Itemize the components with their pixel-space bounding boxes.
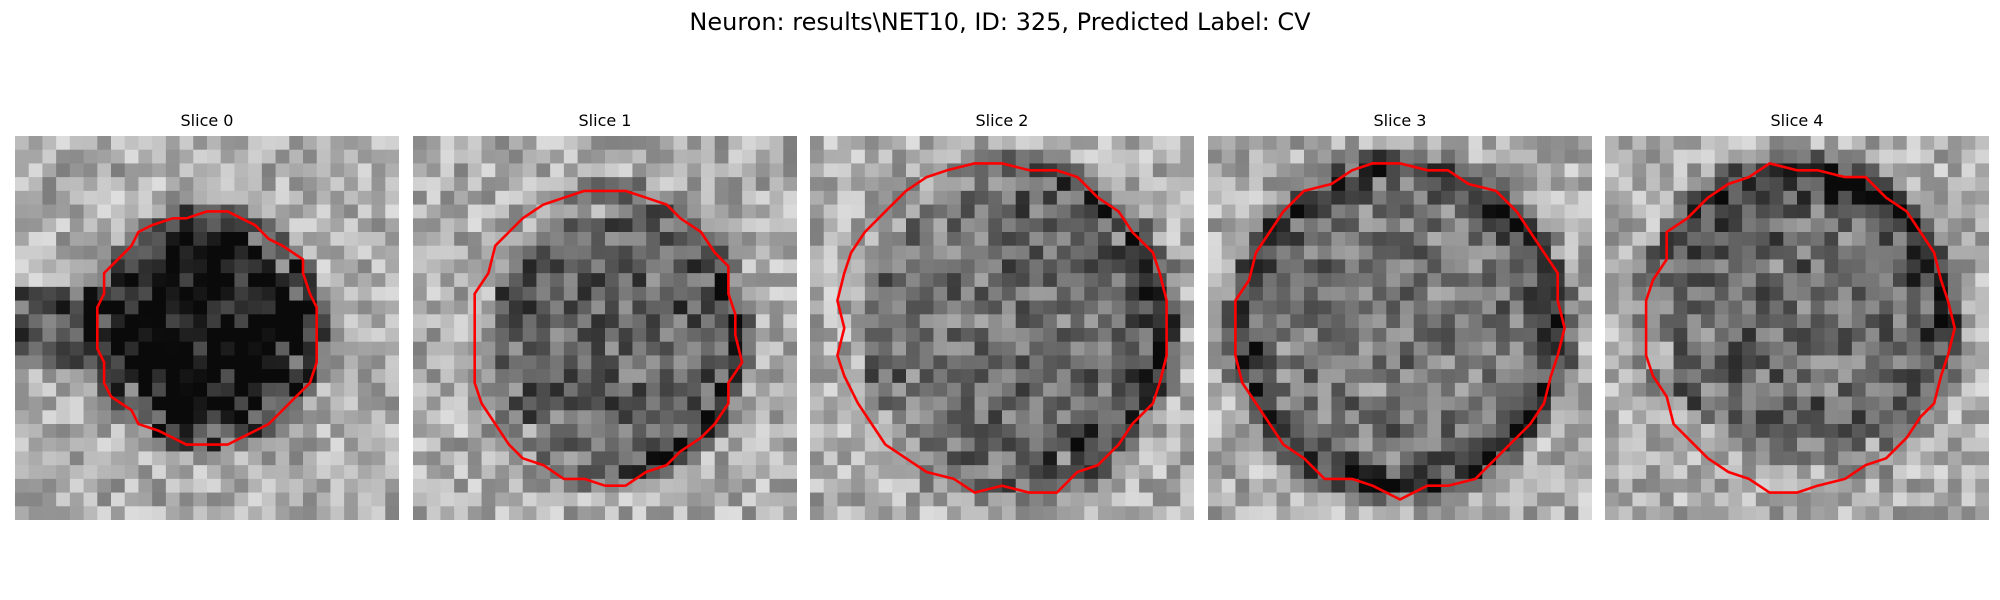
slice-panel-0: Slice 0 [15,110,399,520]
slice-image [1208,136,1592,520]
segmentation-contour [1644,162,1957,494]
slice-title: Slice 4 [1770,111,1824,130]
slice-image [810,136,1194,520]
grayscale-em-image [1208,136,1592,520]
segmentation-contour [473,189,744,488]
segmentation-contour [96,210,319,446]
slice-image [1605,136,1989,520]
slice-panel-2: Slice 2 [810,110,1194,520]
grayscale-em-image [15,136,399,520]
slice-title: Slice 2 [975,111,1029,130]
segmentation-contour [836,162,1168,494]
slice-panel-1: Slice 1 [413,110,797,520]
slice-title: Slice 0 [180,111,234,130]
slice-title: Slice 3 [1373,111,1427,130]
slice-title: Slice 1 [578,111,632,130]
grayscale-em-image [810,136,1194,520]
slice-panel-3: Slice 3 [1208,110,1592,520]
segmentation-contour [1234,162,1566,501]
grayscale-em-image [413,136,797,520]
figure-title: Neuron: results\NET10, ID: 325, Predicte… [689,8,1311,36]
slice-image [413,136,797,520]
grayscale-em-image [1605,136,1989,520]
slice-panel-4: Slice 4 [1605,110,1989,520]
slice-image [15,136,399,520]
